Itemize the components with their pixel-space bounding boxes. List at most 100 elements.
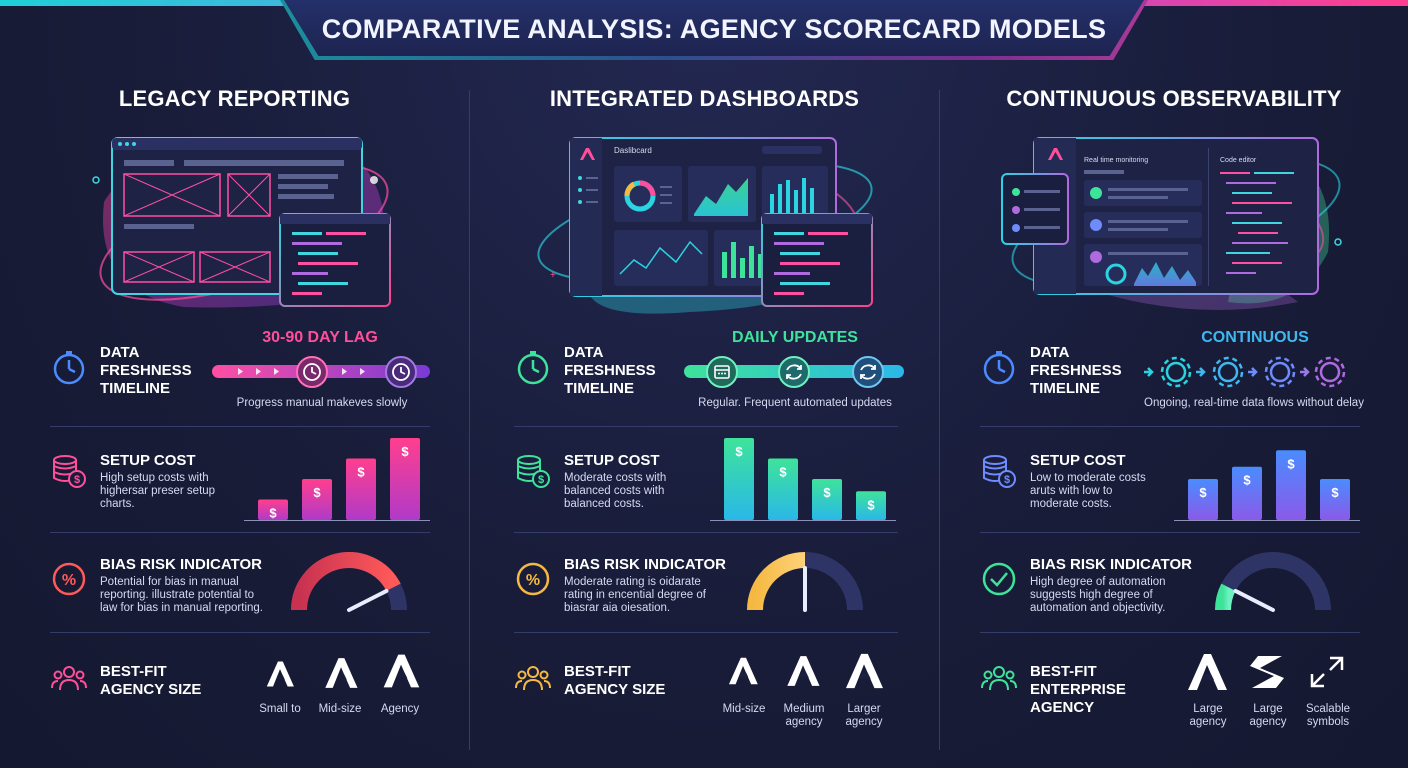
freshness-label: DATA FRESHNESS TIMELINE	[1030, 344, 1122, 397]
expand-arrows-icon	[1310, 656, 1344, 688]
setup-cost-description: Moderate costs with balanced costs with …	[564, 472, 667, 510]
cost-bar	[1232, 466, 1262, 520]
row-separator	[514, 426, 898, 427]
cost-bar	[812, 479, 842, 520]
cost-bar	[1320, 479, 1350, 520]
dollar-icon: $	[357, 465, 365, 480]
observability-illustration: Real time monitoring Code editor	[1001, 137, 1342, 310]
editor-window-label: Code editor	[1220, 157, 1257, 164]
agency-logo-small-icon	[266, 661, 294, 687]
agency-logo-s-icon	[1250, 656, 1284, 688]
dollar-icon: $	[823, 485, 831, 500]
agency-logo-mid-icon	[728, 657, 758, 685]
coin-stack-icon: $	[53, 455, 86, 488]
dollar-icon: $	[1243, 473, 1251, 488]
cost-bar	[258, 499, 288, 520]
size-label: Large agency	[1249, 703, 1287, 728]
size-label: Small to	[259, 703, 301, 715]
svg-text:%: %	[526, 572, 540, 589]
setup-cost-label: SETUP COST	[100, 452, 196, 469]
setup-cost-label: SETUP COST	[564, 452, 660, 469]
column-title: CONTINUOUS OBSERVABILITY	[1006, 86, 1342, 111]
cost-bar	[724, 438, 754, 520]
title-banner-fill	[284, 0, 1144, 56]
people-group-icon	[51, 666, 87, 691]
dollar-icon: $	[269, 506, 277, 521]
setup-cost-description: High setup costs with highersar preser s…	[100, 472, 216, 510]
bias-risk-description: Moderate rating is oidarate rating in en…	[564, 576, 706, 614]
size-label: Mid-size	[722, 703, 766, 715]
monitoring-window-label: Real time monitoring	[1084, 157, 1148, 164]
agency-logo-large-icon	[845, 653, 883, 689]
column-title: LEGACY REPORTING	[118, 86, 351, 111]
cost-bar	[346, 458, 376, 520]
freshness-timeline-bar	[212, 356, 430, 388]
row-separator	[980, 532, 1360, 533]
dashboard-window-label: Daslibcard	[614, 146, 652, 155]
cost-bar	[302, 479, 332, 520]
cost-bar	[768, 458, 798, 520]
coin-stack-icon: $	[517, 455, 550, 488]
size-label: Scalable symbols	[1305, 703, 1351, 728]
setup-cost-label: SETUP COST	[1030, 452, 1126, 469]
cost-bar	[1276, 450, 1306, 520]
column-legacy-reporting: LEGACY REPORTING	[0, 0, 469, 768]
bias-risk-gauge	[747, 552, 863, 612]
row-separator	[50, 426, 430, 427]
freshness-caption: Regular. Frequent automated updates	[698, 397, 892, 409]
best-fit-label: BEST-FIT AGENCY SIZE	[100, 663, 202, 698]
percent-icon: %	[52, 562, 86, 596]
setup-cost-bar-chart: $ $ $ $	[710, 438, 896, 521]
size-label: Larger agency	[845, 703, 883, 728]
size-label: Large agency	[1189, 703, 1227, 728]
svg-text:$: $	[74, 474, 80, 486]
svg-text:%: %	[62, 572, 76, 589]
best-fit-label: BEST-FIT ENTERPRISE AGENCY	[1030, 663, 1126, 716]
bias-risk-gauge	[1215, 552, 1331, 612]
bias-risk-label: BIAS RISK INDICATOR	[100, 556, 262, 573]
cost-bar	[1188, 479, 1218, 520]
gauge-track	[1215, 552, 1331, 611]
continuous-gear-flow	[1144, 356, 1346, 388]
dollar-icon: $	[401, 444, 409, 459]
people-group-icon	[981, 666, 1017, 691]
column-divider-1	[469, 90, 470, 750]
freshness-value: CONTINUOUS	[1201, 329, 1309, 346]
dollar-icon: $	[779, 465, 787, 480]
dashboard-illustration: Daslibcard +	[537, 137, 873, 314]
dollar-icon: $	[1199, 485, 1207, 500]
bias-risk-label: BIAS RISK INDICATOR	[1030, 556, 1192, 573]
freshness-caption: Progress manual makeves slowly	[236, 397, 408, 409]
stopwatch-icon	[517, 351, 549, 385]
freshness-timeline-bar	[684, 356, 904, 388]
stopwatch-icon	[53, 351, 85, 385]
gauge-fill	[1215, 583, 1236, 611]
row-separator	[514, 632, 898, 633]
best-fit-label: BEST-FIT AGENCY SIZE	[564, 663, 666, 698]
bias-risk-description: Potential for bias in manual reporting. …	[100, 576, 263, 614]
row-separator	[50, 632, 430, 633]
column-integrated-dashboards: INTEGRATED DASHBOARDS Daslibcard	[470, 0, 939, 768]
freshness-value: DAILY UPDATES	[732, 329, 858, 346]
column-divider-2	[939, 90, 940, 750]
bias-risk-gauge	[291, 552, 407, 612]
column-continuous-observability: CONTINUOUS OBSERVABILITY Real time monit…	[940, 0, 1408, 768]
percent-icon: %	[516, 562, 550, 596]
gauge-fill	[747, 552, 806, 611]
dollar-icon: $	[1331, 485, 1339, 500]
row-separator	[980, 632, 1360, 633]
bias-risk-description: High degree of automation suggests high …	[1030, 576, 1166, 614]
size-label: Mid-size	[318, 703, 362, 715]
dollar-icon: $	[735, 444, 743, 459]
cost-bar	[856, 491, 886, 520]
dollar-icon: $	[867, 497, 875, 512]
agency-logo-large-icon	[1188, 654, 1227, 690]
agency-logo-mid-icon	[325, 658, 358, 688]
row-separator	[980, 426, 1360, 427]
dollar-icon: $	[1287, 456, 1295, 471]
page-title: COMPARATIVE ANALYSIS: AGENCY SCORECARD M…	[321, 13, 1107, 44]
people-group-icon	[515, 666, 551, 691]
gauge-needle	[1233, 588, 1275, 612]
cost-bar	[390, 438, 420, 520]
setup-cost-bar-chart: $ $ $ $	[1174, 450, 1360, 521]
